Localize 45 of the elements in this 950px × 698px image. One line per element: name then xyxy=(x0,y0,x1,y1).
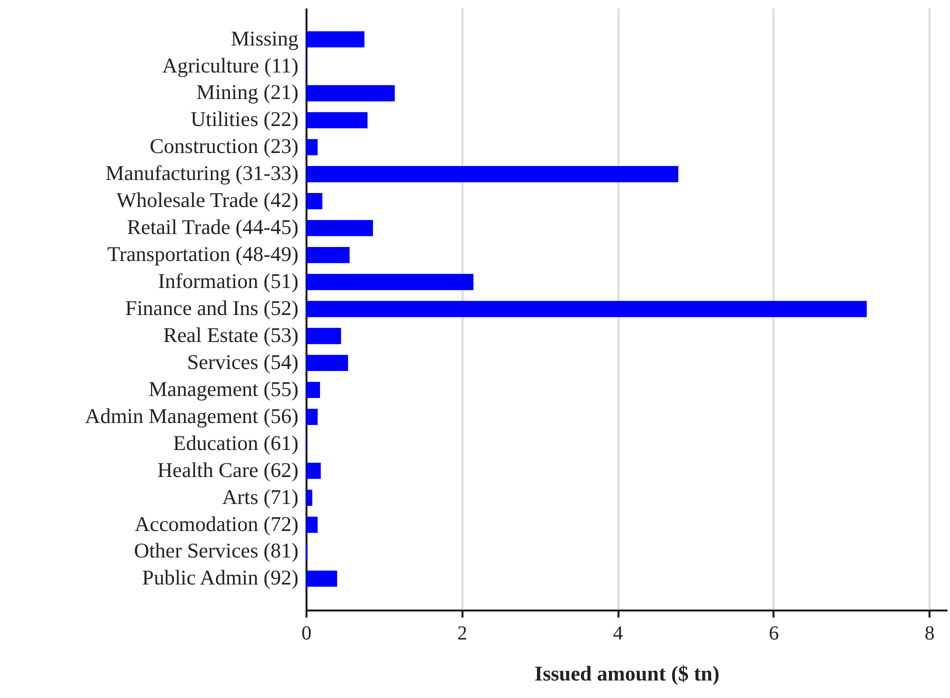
y-tick-label: Construction (23) xyxy=(150,134,299,158)
y-tick-label: Finance and Ins (52) xyxy=(125,296,298,320)
y-tick-label: Real Estate (53) xyxy=(163,322,299,347)
x-tick-label: 8 xyxy=(924,622,935,644)
y-tick-label: Mining (21) xyxy=(196,80,299,104)
bar xyxy=(306,274,474,290)
bar xyxy=(306,31,364,48)
y-tick-label: Information (51) xyxy=(158,269,298,294)
y-tick-label: Management (55) xyxy=(148,376,298,401)
y-tick-label: Agriculture (11) xyxy=(162,53,298,78)
bar xyxy=(306,328,342,344)
bar xyxy=(306,193,322,210)
y-tick-label: Admin Management (56) xyxy=(85,404,298,428)
y-tick-label: Education (61) xyxy=(173,430,299,455)
y-tick-label: Health Care (62) xyxy=(157,458,298,482)
x-tick-label: 0 xyxy=(302,622,312,644)
bar xyxy=(306,300,867,318)
bar xyxy=(306,85,395,102)
y-tick-label: Wholesale Trade (42) xyxy=(116,188,298,212)
y-tick-label: Retail Trade (44-45) xyxy=(127,215,298,240)
bar xyxy=(306,112,368,128)
bar xyxy=(306,462,321,479)
y-tick-label: Other Services (81) xyxy=(134,538,298,563)
bar xyxy=(306,354,348,372)
bar xyxy=(306,220,373,236)
x-tick-label: 4 xyxy=(613,622,624,644)
y-tick-label: Arts (71) xyxy=(222,484,298,509)
y-tick-label: Utilities (22) xyxy=(190,107,298,132)
bar xyxy=(306,516,318,533)
bar xyxy=(306,570,338,587)
bar xyxy=(306,166,678,182)
y-tick-label: Manufacturing (31-33) xyxy=(105,161,298,186)
bar xyxy=(306,139,318,156)
y-tick-label: Public Admin (92) xyxy=(142,566,298,590)
x-tick-label: 6 xyxy=(768,622,779,644)
bar xyxy=(306,246,350,264)
y-tick-label: Missing xyxy=(230,26,299,50)
y-tick-label: Services (54) xyxy=(187,350,298,374)
y-tick-label: Accomodation (72) xyxy=(134,512,298,536)
x-tick-label: 2 xyxy=(457,622,468,644)
bar xyxy=(306,382,320,398)
bar xyxy=(306,490,312,506)
x-axis-title: Issued amount ($ tn) xyxy=(534,662,720,686)
bar xyxy=(306,408,318,425)
y-tick-label: Transportation (48-49) xyxy=(107,242,299,266)
